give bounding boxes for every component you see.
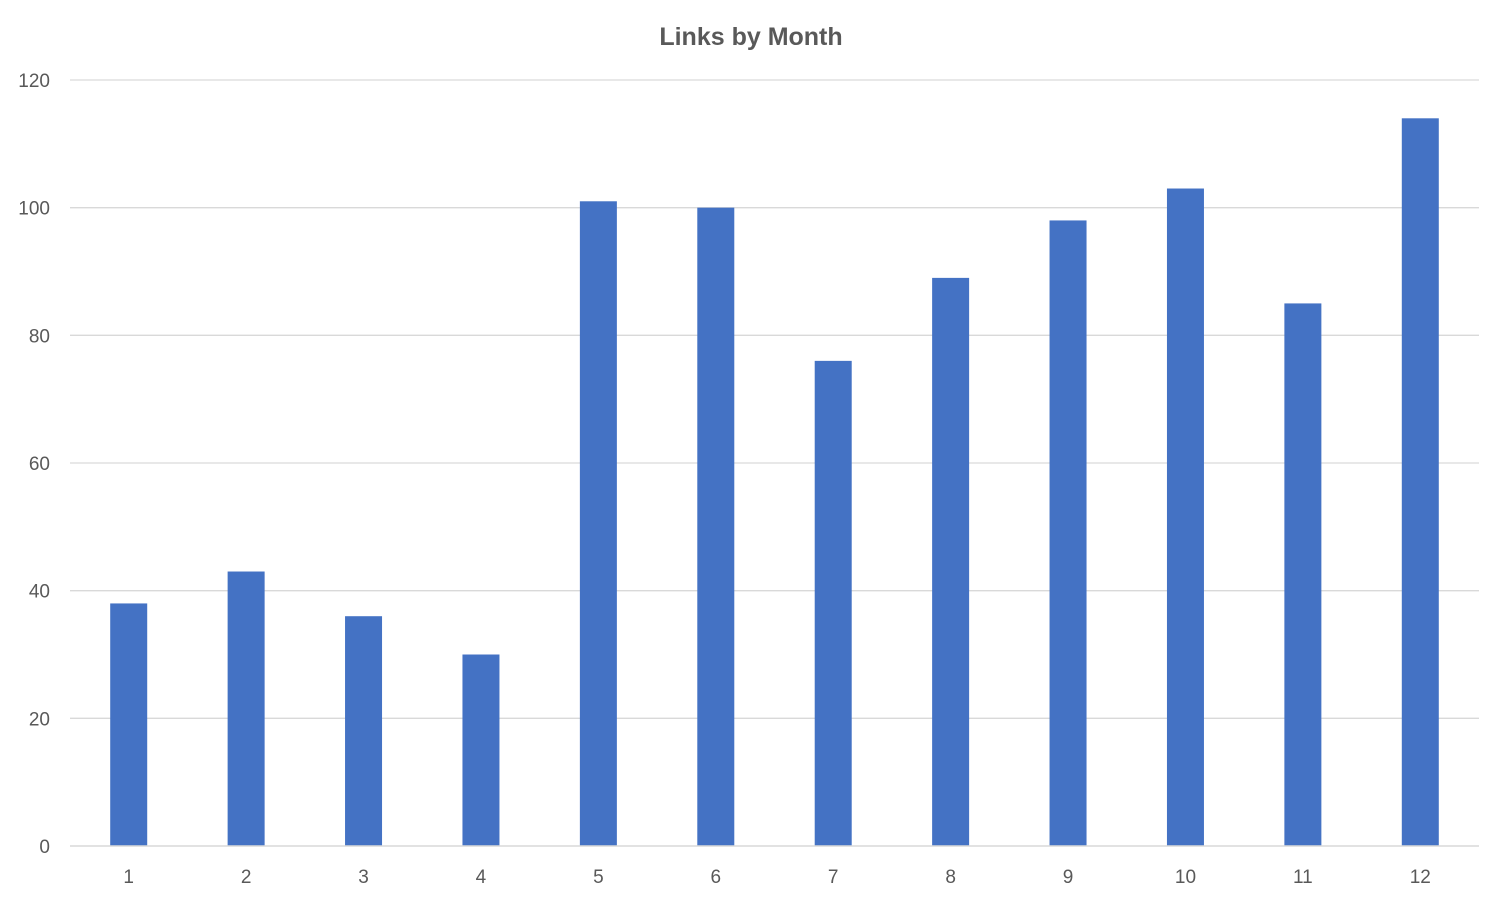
- y-tick-label: 20: [29, 709, 50, 730]
- x-tick-label: 5: [593, 867, 604, 888]
- bar-month-10: [1166, 188, 1204, 846]
- x-tick-label: 3: [358, 867, 369, 888]
- y-tick-label: 0: [39, 837, 50, 858]
- y-axis-tick-labels: 0 20 40 60 80 100 120: [18, 71, 50, 858]
- x-tick-label: 1: [123, 867, 134, 888]
- x-tick-label: 7: [828, 867, 839, 888]
- bar-month-7: [814, 360, 852, 846]
- x-tick-label: 10: [1175, 867, 1196, 888]
- x-tick-label: 4: [476, 867, 487, 888]
- y-tick-label: 60: [29, 454, 50, 475]
- y-tick-label: 100: [18, 199, 50, 220]
- x-tick-label: 11: [1293, 867, 1313, 888]
- chart-title: Links by Month: [659, 23, 842, 51]
- bar-month-2: [227, 571, 265, 846]
- gridlines: [70, 79, 1479, 719]
- x-tick-label: 2: [241, 867, 252, 888]
- bars: [110, 118, 1439, 847]
- x-tick-label: 9: [1063, 867, 1074, 888]
- y-tick-label: 120: [18, 71, 50, 92]
- y-tick-label: 80: [29, 326, 50, 347]
- bar-month-6: [697, 207, 735, 846]
- bar-month-9: [1049, 220, 1087, 846]
- bar-month-11: [1284, 303, 1322, 847]
- bar-month-5: [579, 201, 617, 847]
- x-axis-tick-labels: 1 2 3 4 5 6 7 8 9 10 11 12: [123, 867, 1430, 888]
- bar-month-12: [1401, 118, 1439, 847]
- y-tick-label: 40: [29, 582, 50, 603]
- bar-month-1: [110, 603, 148, 846]
- x-tick-label: 12: [1410, 867, 1431, 888]
- x-tick-label: 8: [945, 867, 956, 888]
- bar-month-4: [462, 654, 500, 846]
- bar-month-3: [345, 616, 383, 846]
- bar-month-8: [932, 277, 970, 847]
- x-tick-label: 6: [711, 867, 722, 888]
